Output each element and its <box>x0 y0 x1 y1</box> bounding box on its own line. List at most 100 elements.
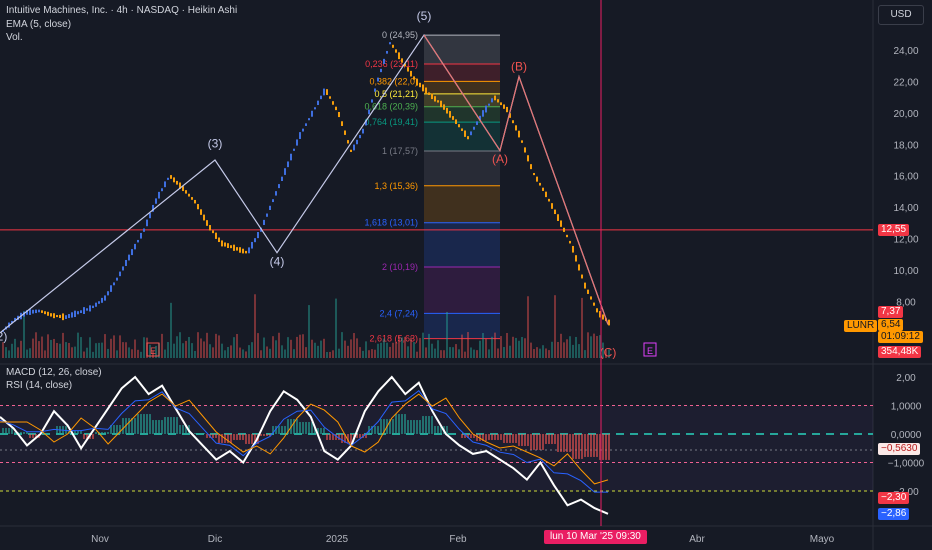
price-candle <box>491 98 493 103</box>
macd-hist-bar <box>179 425 181 434</box>
volume-bar <box>14 338 16 358</box>
volume-bar <box>242 349 244 358</box>
price-candle <box>44 311 46 315</box>
price-candle <box>32 309 34 314</box>
volume-bar <box>5 347 7 358</box>
volume-bar <box>341 332 343 358</box>
rsi-legend[interactable]: RSI (14, close) <box>6 380 73 391</box>
currency-button[interactable]: USD <box>878 5 924 25</box>
price-candle <box>338 111 340 118</box>
macd-hist-bar <box>206 434 208 438</box>
macd-hist-bar <box>83 434 85 439</box>
volume-bar <box>221 343 223 358</box>
price-candle <box>125 259 127 266</box>
macd-legend[interactable]: MACD (12, 26, close) <box>6 367 102 378</box>
price-candle <box>467 136 469 140</box>
volume-bar <box>539 348 541 358</box>
price-candle <box>419 82 421 88</box>
price-candle <box>29 309 31 315</box>
price-candle <box>98 301 100 304</box>
price-candle <box>242 248 244 254</box>
macd-hist-bar <box>233 434 235 440</box>
price-candle <box>536 176 538 182</box>
price-candle <box>62 313 64 321</box>
price-candle <box>317 100 319 106</box>
volume-bar <box>380 342 382 358</box>
volume-bar <box>413 342 415 358</box>
macd-hist-bar <box>383 419 385 434</box>
ema-legend[interactable]: EMA (5, close) <box>6 19 72 30</box>
macd-hist-bar <box>512 434 514 443</box>
macd-hist-bar <box>128 418 130 434</box>
volume-bar <box>404 336 406 358</box>
price-candle <box>86 308 88 311</box>
macd-hist-bar <box>14 432 16 434</box>
time-axis-label: Mayo <box>810 534 835 545</box>
macd-hist-bar <box>509 434 511 443</box>
volume-bar <box>575 336 577 358</box>
volume-bar <box>542 345 544 358</box>
price-candle <box>158 191 160 199</box>
macd-hist-bar <box>536 434 538 450</box>
volume-bar <box>590 336 592 358</box>
macd-hist-bar <box>275 426 277 434</box>
macd-hist-bar <box>281 426 283 434</box>
price-candle <box>596 308 598 313</box>
macd-hist-bar <box>329 434 331 440</box>
price-candle <box>410 70 412 77</box>
volume-bar <box>254 294 256 358</box>
volume-bar <box>323 338 325 358</box>
volume-bar <box>317 345 319 358</box>
volume-bar <box>224 350 226 358</box>
macd-hist-bar <box>203 433 205 434</box>
macd-hist-bar <box>473 434 475 438</box>
macd-hist-bar <box>341 434 343 443</box>
macd-hist-bar <box>197 433 199 434</box>
volume-bar <box>110 338 112 358</box>
price-candle <box>185 190 187 194</box>
macd-hist-bar <box>563 434 565 452</box>
price-candle <box>515 125 517 131</box>
price-candle <box>395 49 397 53</box>
macd-hist-bar <box>419 420 421 434</box>
price-axis-label: 10,00 <box>893 266 918 277</box>
volume-bar <box>92 351 94 358</box>
price-candle <box>263 219 265 225</box>
volume-bar <box>38 341 40 358</box>
macd-hist-bar <box>368 426 370 434</box>
volume-bar <box>446 311 448 358</box>
volume-bar <box>74 346 76 358</box>
volume-legend[interactable]: Vol. <box>6 32 23 43</box>
price-candle <box>50 313 52 317</box>
volume-bar <box>338 348 340 358</box>
macd-hist-bar <box>212 434 214 438</box>
macd-hist-bar <box>581 434 583 459</box>
macd-hist-bar <box>260 434 262 436</box>
price-candle <box>461 128 463 131</box>
macd-hist-bar <box>407 420 409 434</box>
macd-hist-bar <box>584 434 586 457</box>
price-candle <box>503 104 505 109</box>
price-candle <box>440 100 442 108</box>
macd-hist-bar <box>248 434 250 444</box>
macd-hist-bar <box>524 434 526 446</box>
price-candle <box>122 266 124 271</box>
volume-bar <box>209 344 211 358</box>
wave-label: (B) <box>511 59 527 73</box>
price-candle <box>143 228 145 232</box>
volume-bar <box>344 340 346 358</box>
volume-bar <box>116 350 118 358</box>
volume-bar <box>437 340 439 358</box>
price-candle <box>200 209 202 215</box>
price-candle <box>221 240 223 247</box>
volume-bar <box>368 350 370 358</box>
price-candle <box>446 107 448 114</box>
volume-bar <box>257 333 259 358</box>
price-candle <box>608 319 610 326</box>
price-candle <box>326 89 328 95</box>
price-candle <box>203 214 205 221</box>
volume-bar <box>236 333 238 358</box>
volume-bar <box>272 336 274 358</box>
volume-bar <box>98 342 100 358</box>
